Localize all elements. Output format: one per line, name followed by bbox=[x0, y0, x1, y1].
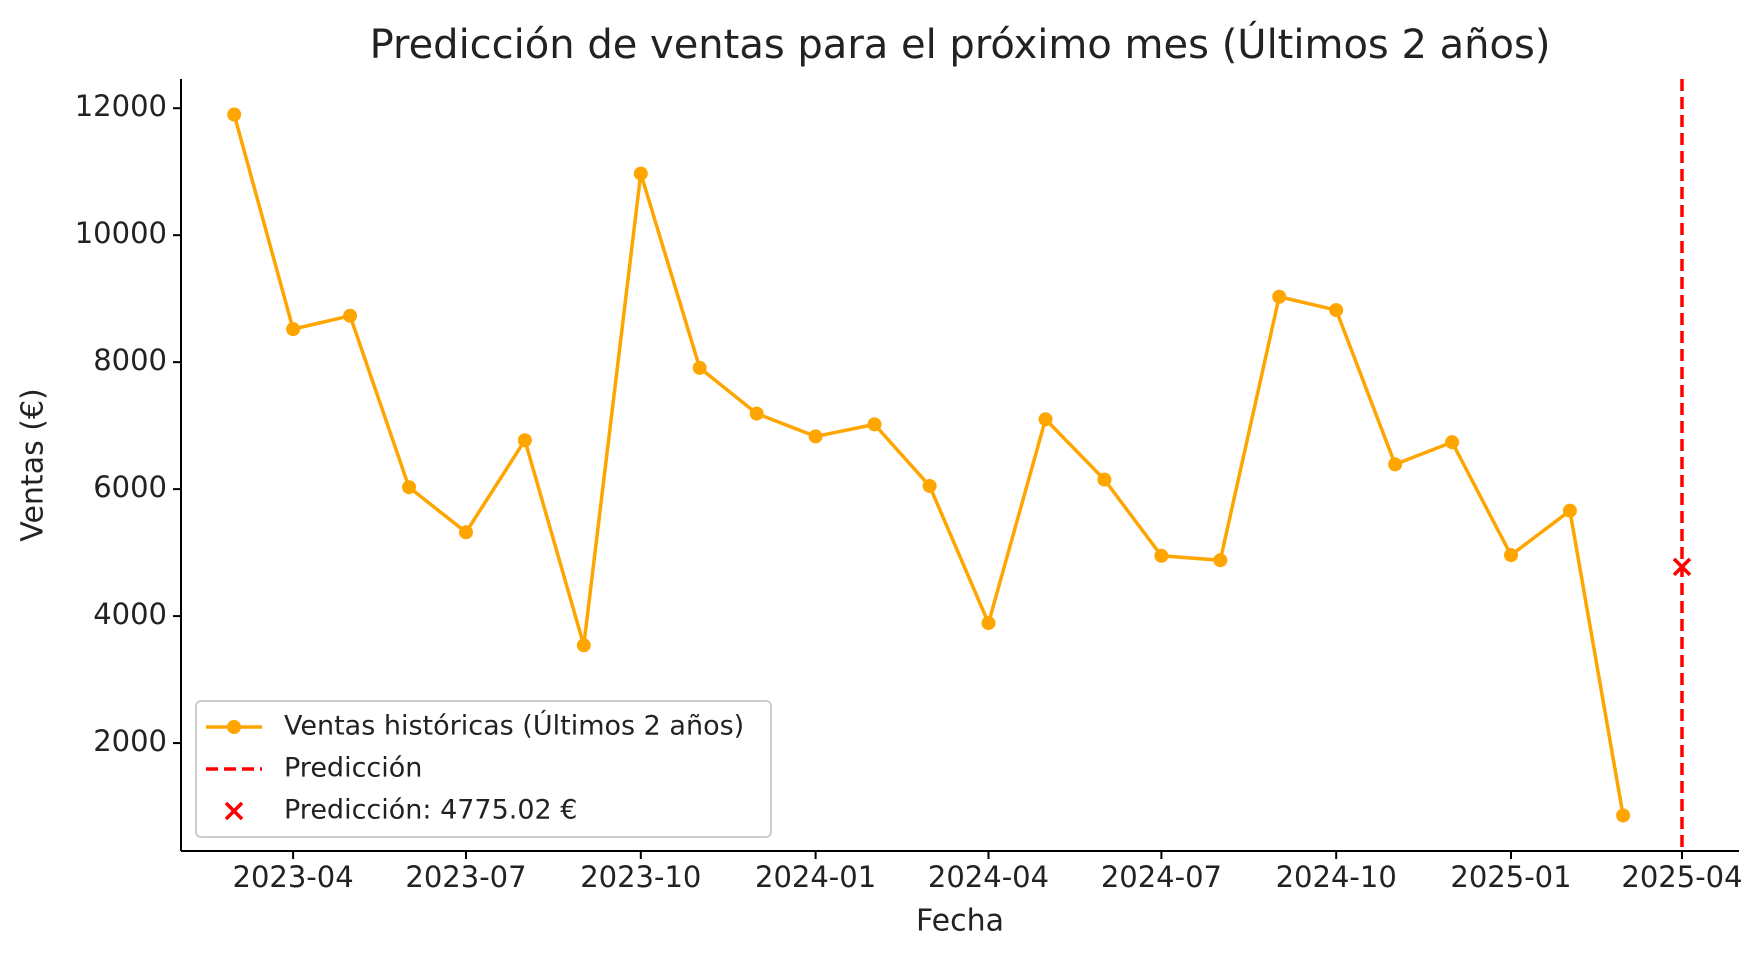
cross-stroke bbox=[1672, 557, 1692, 577]
point bbox=[1445, 435, 1460, 450]
chart-title: Predicción de ventas para el próximo mes… bbox=[370, 20, 1551, 68]
point bbox=[633, 166, 648, 181]
point bbox=[576, 638, 591, 653]
point bbox=[808, 429, 823, 444]
cross-stroke bbox=[224, 801, 244, 821]
x-tick-label: 2025-01 bbox=[1450, 860, 1571, 894]
x-tick-label: 2023-10 bbox=[580, 860, 701, 894]
legend-label: Predicción bbox=[284, 753, 422, 784]
point bbox=[692, 360, 707, 375]
y-tick-label: 4000 bbox=[93, 597, 167, 631]
y-tick-label: 12000 bbox=[75, 89, 167, 123]
point bbox=[1154, 548, 1169, 563]
y-tick-label: 10000 bbox=[75, 216, 167, 250]
y-axis-label: Ventas (€) bbox=[16, 388, 51, 541]
point bbox=[981, 616, 996, 631]
x-tick-label: 2025-04 bbox=[1621, 860, 1742, 894]
prediction-marker bbox=[1672, 557, 1692, 577]
x-tick-label: 2024-01 bbox=[755, 860, 876, 894]
point bbox=[517, 433, 532, 448]
y-tick-label: 8000 bbox=[93, 343, 167, 377]
point bbox=[1329, 303, 1344, 318]
point bbox=[1097, 472, 1112, 487]
point bbox=[227, 107, 242, 122]
point bbox=[1213, 553, 1228, 568]
point bbox=[1616, 808, 1631, 823]
x-tick-label: 2024-10 bbox=[1276, 860, 1397, 894]
point bbox=[343, 308, 358, 323]
point bbox=[1038, 412, 1053, 427]
point bbox=[1562, 503, 1577, 518]
point bbox=[286, 322, 301, 337]
legend-point bbox=[227, 720, 241, 734]
y-tick-label: 6000 bbox=[93, 470, 167, 504]
point bbox=[1272, 289, 1287, 304]
point bbox=[749, 406, 764, 421]
point bbox=[459, 525, 473, 540]
point bbox=[402, 480, 416, 495]
legend-box bbox=[195, 700, 772, 838]
point bbox=[922, 478, 937, 493]
x-tick-label: 2024-07 bbox=[1101, 860, 1222, 894]
legend-cross bbox=[224, 801, 244, 821]
legend-label: Predicción: 4775.02 € bbox=[284, 795, 577, 826]
point bbox=[867, 417, 882, 432]
x-tick-label: 2023-07 bbox=[405, 860, 526, 894]
x-tick-label: 2024-04 bbox=[928, 860, 1049, 894]
x-tick-label: 2023-04 bbox=[233, 860, 354, 894]
point bbox=[1504, 548, 1518, 563]
x-axis-label: Fecha bbox=[916, 904, 1004, 939]
legend-label: Ventas históricas (Últimos 2 años) bbox=[284, 710, 744, 742]
point bbox=[1388, 457, 1403, 472]
y-tick-label: 2000 bbox=[93, 724, 167, 758]
